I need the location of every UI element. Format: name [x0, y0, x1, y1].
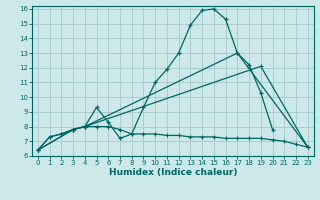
X-axis label: Humidex (Indice chaleur): Humidex (Indice chaleur) [108, 168, 237, 177]
